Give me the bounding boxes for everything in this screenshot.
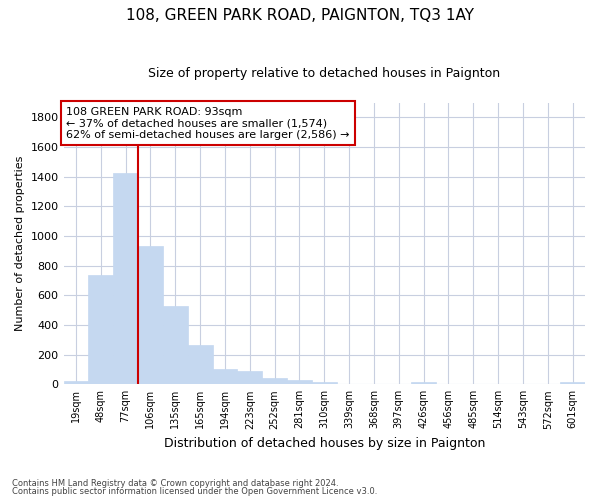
Bar xyxy=(238,370,262,384)
Bar xyxy=(113,173,138,384)
Text: 108, GREEN PARK ROAD, PAIGNTON, TQ3 1AY: 108, GREEN PARK ROAD, PAIGNTON, TQ3 1AY xyxy=(126,8,474,22)
Bar xyxy=(312,382,337,384)
Bar xyxy=(163,306,188,384)
Bar xyxy=(88,276,113,384)
Bar xyxy=(411,382,436,384)
Y-axis label: Number of detached properties: Number of detached properties xyxy=(15,156,25,331)
Bar xyxy=(560,382,585,384)
Bar xyxy=(262,378,287,384)
Text: Contains public sector information licensed under the Open Government Licence v3: Contains public sector information licen… xyxy=(12,487,377,496)
Bar xyxy=(212,369,238,384)
Bar xyxy=(188,344,212,385)
Title: Size of property relative to detached houses in Paignton: Size of property relative to detached ho… xyxy=(148,68,500,80)
Bar xyxy=(138,246,163,384)
Bar xyxy=(287,380,312,384)
Text: Contains HM Land Registry data © Crown copyright and database right 2024.: Contains HM Land Registry data © Crown c… xyxy=(12,478,338,488)
Text: 108 GREEN PARK ROAD: 93sqm
← 37% of detached houses are smaller (1,574)
62% of s: 108 GREEN PARK ROAD: 93sqm ← 37% of deta… xyxy=(66,106,350,140)
Bar xyxy=(64,381,88,384)
X-axis label: Distribution of detached houses by size in Paignton: Distribution of detached houses by size … xyxy=(164,437,485,450)
